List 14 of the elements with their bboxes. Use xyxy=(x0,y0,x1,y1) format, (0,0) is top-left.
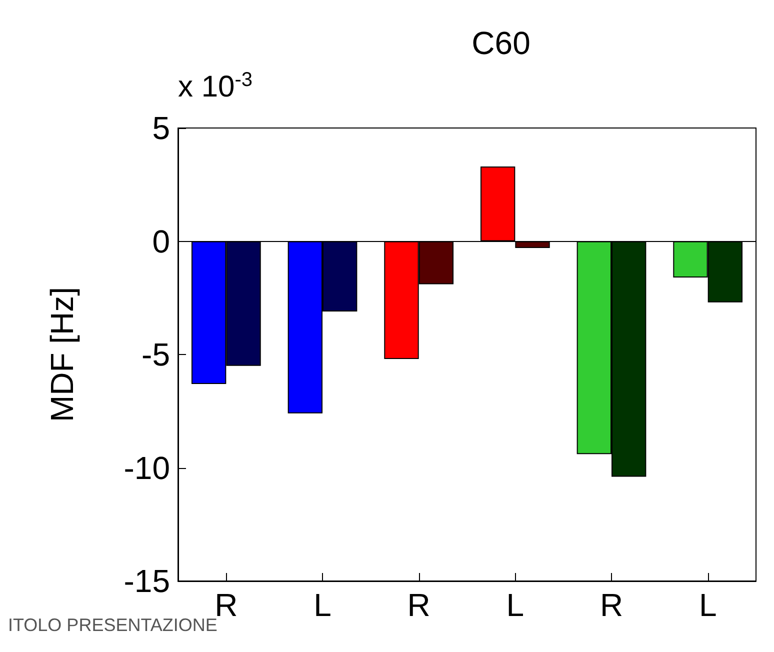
y-tick-label: -5 xyxy=(142,336,170,372)
x-tick-label: L xyxy=(698,587,717,623)
x-tick-label: L xyxy=(314,587,332,623)
x-tick-label: R xyxy=(214,587,238,623)
y-axis-title: MDF [Hz] xyxy=(44,286,80,422)
y-tick-label: 5 xyxy=(152,110,170,146)
x-tick-label: L xyxy=(506,587,524,623)
text: ITOLO PRESENTAZIONE xyxy=(8,615,218,635)
y-tick-label: -10 xyxy=(124,450,170,486)
x-tick-label: R xyxy=(407,587,430,623)
x-tick-label: R xyxy=(600,587,624,623)
y-tick-label: 0 xyxy=(152,223,170,260)
chart-title: C60 xyxy=(472,25,530,61)
y-tick-label: -15 xyxy=(124,563,170,599)
